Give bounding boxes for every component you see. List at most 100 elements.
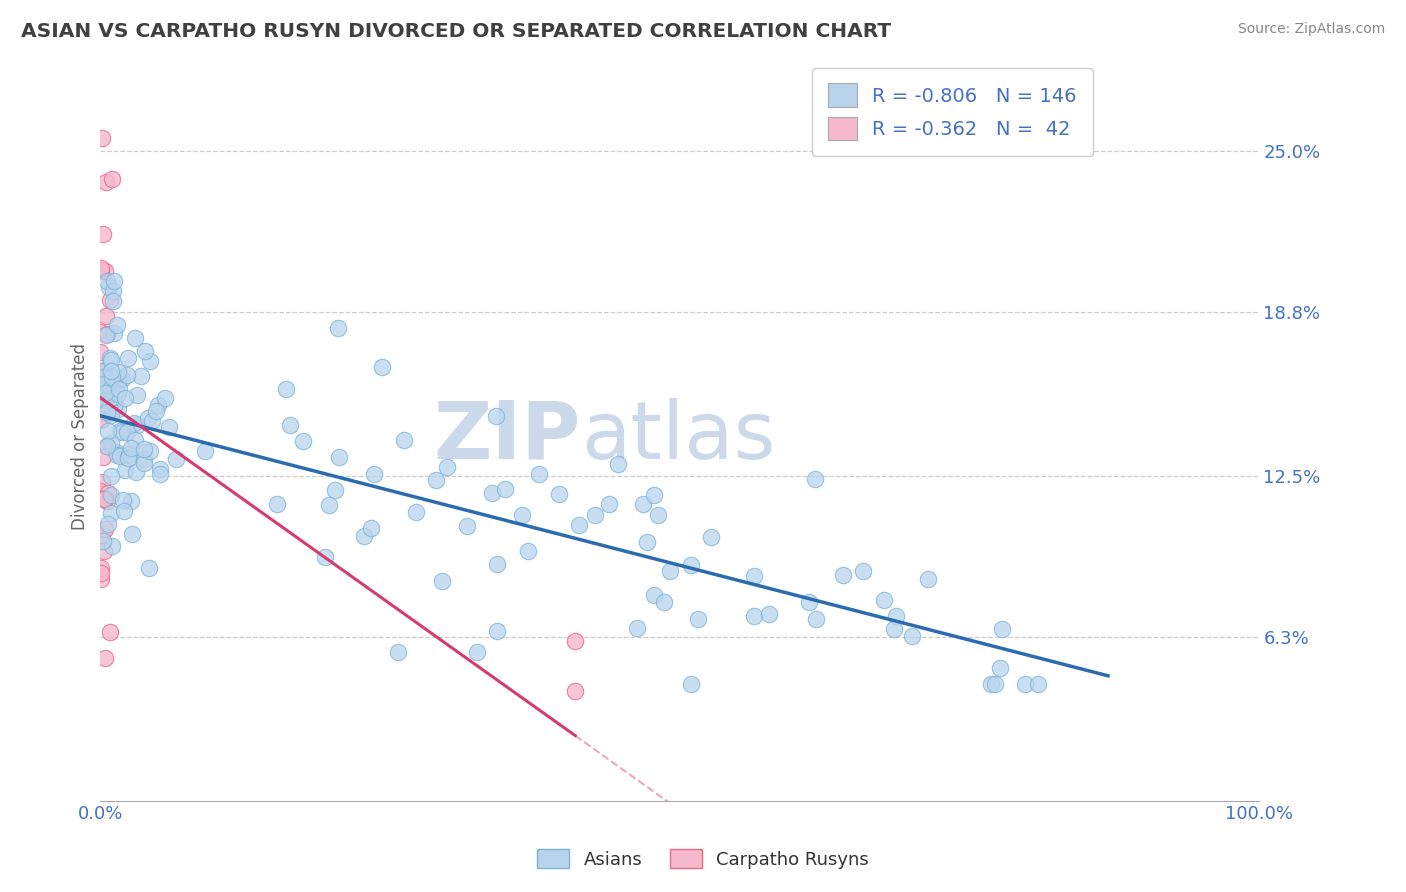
- Point: [105, 318, 128, 332]
- Point: [564, 634, 586, 648]
- Point: [93, 407, 115, 421]
- Point: [900, 628, 922, 642]
- Point: [392, 433, 415, 447]
- Point: [598, 497, 620, 511]
- Point: [107, 402, 129, 417]
- Point: [430, 574, 453, 588]
- Point: [105, 445, 128, 459]
- Point: [139, 354, 162, 368]
- Point: [157, 420, 180, 434]
- Point: [91, 365, 114, 379]
- Legend: Asians, Carpatho Rusyns: Asians, Carpatho Rusyns: [530, 842, 876, 876]
- Point: [360, 520, 382, 534]
- Point: [145, 404, 167, 418]
- Text: ZIP: ZIP: [434, 398, 581, 475]
- Point: [97, 424, 120, 438]
- Point: [758, 607, 780, 622]
- Point: [149, 467, 172, 481]
- Point: [125, 418, 148, 433]
- Point: [90, 560, 112, 574]
- Point: [90, 572, 112, 586]
- Point: [138, 561, 160, 575]
- Point: [100, 363, 122, 377]
- Point: [89, 325, 111, 339]
- Point: [101, 390, 124, 404]
- Point: [97, 389, 120, 403]
- Point: [149, 462, 172, 476]
- Point: [326, 321, 349, 335]
- Point: [125, 466, 148, 480]
- Point: [97, 485, 120, 500]
- Point: [688, 612, 710, 626]
- Point: [98, 624, 121, 639]
- Point: [100, 381, 122, 395]
- Point: [988, 661, 1011, 675]
- Point: [124, 330, 146, 344]
- Point: [276, 382, 298, 396]
- Point: [101, 370, 124, 384]
- Point: [328, 450, 350, 464]
- Point: [681, 558, 703, 572]
- Point: [141, 414, 163, 428]
- Point: [547, 487, 569, 501]
- Point: [405, 505, 427, 519]
- Point: [90, 378, 112, 392]
- Point: [91, 227, 114, 241]
- Point: [659, 564, 682, 578]
- Text: Source: ZipAtlas.com: Source: ZipAtlas.com: [1237, 22, 1385, 37]
- Point: [583, 508, 606, 522]
- Point: [96, 439, 118, 453]
- Point: [371, 359, 394, 374]
- Point: [494, 482, 516, 496]
- Point: [114, 463, 136, 477]
- Point: [91, 475, 114, 489]
- Point: [96, 405, 118, 419]
- Point: [94, 175, 117, 189]
- Point: [456, 518, 478, 533]
- Point: [89, 344, 111, 359]
- Point: [90, 261, 112, 276]
- Point: [100, 352, 122, 367]
- Point: [115, 368, 138, 382]
- Point: [485, 558, 508, 572]
- Point: [100, 469, 122, 483]
- Point: [1026, 676, 1049, 690]
- Point: [917, 572, 939, 586]
- Point: [98, 351, 121, 365]
- Point: [96, 274, 118, 288]
- Point: [699, 530, 721, 544]
- Point: [318, 498, 340, 512]
- Point: [465, 645, 488, 659]
- Point: [93, 363, 115, 377]
- Point: [165, 452, 187, 467]
- Text: ASIAN VS CARPATHO RUSYN DIVORCED OR SEPARATED CORRELATION CHART: ASIAN VS CARPATHO RUSYN DIVORCED OR SEPA…: [21, 22, 891, 41]
- Point: [652, 595, 675, 609]
- Point: [93, 491, 115, 506]
- Point: [101, 171, 124, 186]
- Point: [117, 351, 139, 366]
- Point: [607, 457, 630, 471]
- Point: [742, 608, 765, 623]
- Point: [101, 294, 124, 309]
- Point: [91, 412, 114, 426]
- Point: [107, 365, 129, 379]
- Point: [984, 676, 1007, 690]
- Point: [94, 385, 117, 400]
- Point: [93, 544, 115, 558]
- Point: [568, 517, 591, 532]
- Point: [647, 508, 669, 523]
- Point: [100, 408, 122, 422]
- Point: [118, 447, 141, 461]
- Point: [873, 592, 896, 607]
- Point: [485, 409, 508, 423]
- Point: [363, 467, 385, 482]
- Point: [115, 425, 138, 440]
- Point: [101, 539, 124, 553]
- Point: [125, 388, 148, 402]
- Point: [132, 456, 155, 470]
- Point: [103, 274, 125, 288]
- Point: [527, 467, 550, 481]
- Point: [797, 595, 820, 609]
- Point: [94, 309, 117, 323]
- Point: [280, 418, 302, 433]
